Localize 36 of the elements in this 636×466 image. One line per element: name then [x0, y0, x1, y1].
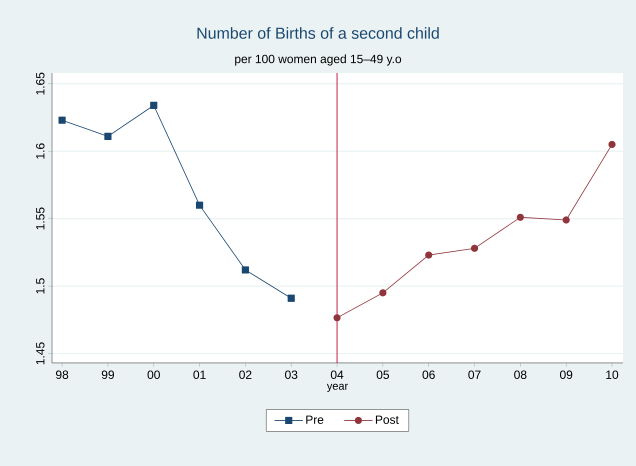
point [379, 289, 386, 296]
chart-subtitle: per 100 women aged 15–49 y.o [235, 54, 402, 66]
x-tick-label: 02 [239, 370, 252, 379]
y-tick-label: 1.65 [36, 72, 44, 95]
point [333, 314, 341, 322]
x-tick-label: 09 [560, 370, 572, 379]
legend-label: Post [376, 416, 399, 424]
y-tick-label: 1.6 [36, 143, 44, 159]
x-tick-label: 00 [148, 370, 160, 379]
point [196, 202, 204, 209]
y-tick-label: 1.45 [36, 342, 44, 364]
x-tick-label: 99 [102, 370, 114, 379]
point [288, 294, 295, 302]
point [516, 214, 524, 221]
x-tick-label: 98 [56, 370, 68, 379]
x-tick-label: 07 [468, 370, 481, 379]
point [150, 102, 158, 109]
legend-label: Pre [306, 416, 324, 424]
point [58, 116, 66, 124]
x-tick-label: 03 [285, 370, 298, 379]
y-tick-label: 1.55 [36, 208, 44, 230]
point [470, 244, 478, 252]
x-axis-title: year [326, 384, 348, 392]
point [562, 216, 570, 224]
x-tick-label: 05 [376, 370, 390, 379]
x-tick-label: 08 [514, 370, 526, 379]
x-tick-label: 10 [606, 370, 618, 379]
x-tick-label: 04 [330, 370, 344, 379]
point [242, 266, 249, 274]
point [104, 132, 112, 140]
y-tick-label: 1.5 [36, 278, 44, 294]
point [425, 251, 432, 259]
chart-title: Number of Births of a second child [197, 27, 439, 39]
x-tick-label: 06 [422, 370, 435, 379]
x-tick-label: 01 [193, 370, 206, 379]
point [608, 140, 616, 148]
